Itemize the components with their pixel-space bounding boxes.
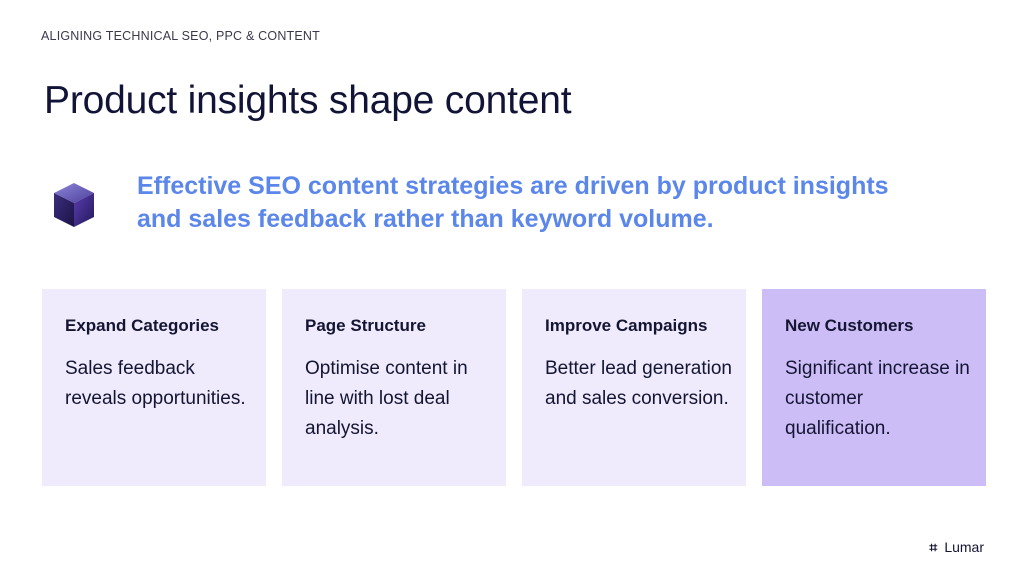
cube-icon — [54, 183, 94, 227]
card-title: Page Structure — [305, 316, 426, 335]
eyebrow-label: ALIGNING TECHNICAL SEO, PPC & CONTENT — [41, 29, 320, 43]
lumar-logo-icon: ⌗ — [929, 539, 938, 555]
card-title: Improve Campaigns — [545, 316, 708, 335]
card-body: Better lead generation and sales convers… — [545, 358, 732, 409]
card-title: Expand Categories — [65, 316, 219, 335]
card-page-structure: Page Structure Optimise content in line … — [282, 289, 506, 486]
card-new-customers: New Customers Significant increase in cu… — [762, 289, 986, 486]
page-title: Product insights shape content — [44, 79, 572, 122]
card-body: Significant increase in customer qualifi… — [785, 358, 970, 439]
headline: Effective SEO content strategies are dri… — [137, 172, 889, 233]
brand-name: Lumar — [944, 539, 984, 555]
card-title: New Customers — [785, 316, 914, 335]
card-improve-campaigns: Improve Campaigns Better lead generation… — [522, 289, 746, 486]
brand-logo: ⌗ Lumar — [929, 539, 984, 555]
card-body: Sales feedback reveals opportunities. — [65, 358, 246, 409]
card-row: Expand Categories Sales feedback reveals… — [42, 289, 986, 486]
card-body: Optimise content in line with lost deal … — [305, 358, 468, 439]
card-expand-categories: Expand Categories Sales feedback reveals… — [42, 289, 266, 486]
